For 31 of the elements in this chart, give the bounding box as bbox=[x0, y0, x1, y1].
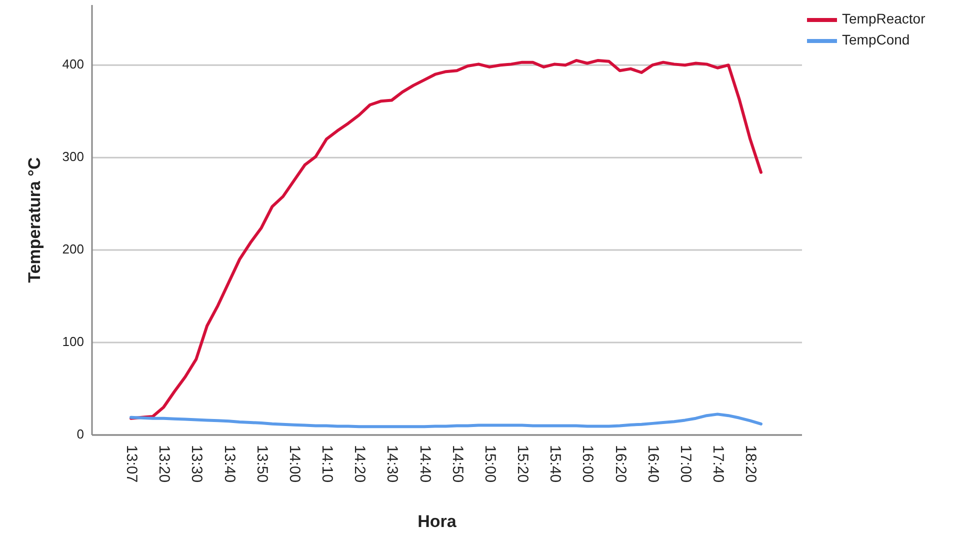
x-tick-label: 13:50 bbox=[253, 445, 270, 483]
x-tick-label: 14:40 bbox=[416, 445, 434, 483]
x-tick-label: 14:20 bbox=[351, 445, 368, 483]
x-tick-label: 18:20 bbox=[742, 445, 760, 483]
x-tick-label: 15:40 bbox=[546, 445, 564, 483]
x-axis-title: Hora bbox=[418, 512, 457, 531]
y-axis-title: Temperatura °C bbox=[25, 157, 44, 283]
line-series bbox=[130, 412, 762, 428]
x-tick-label: 14:50 bbox=[448, 445, 466, 483]
y-tick-label: 200 bbox=[62, 241, 84, 256]
x-tick-label: 17:40 bbox=[710, 445, 727, 483]
x-tick-label: 13:40 bbox=[220, 445, 238, 483]
x-tick-label: 13:30 bbox=[188, 445, 206, 483]
y-tick-label: 100 bbox=[62, 334, 84, 349]
x-tick-label: 13:07 bbox=[123, 445, 140, 483]
x-tick-label: 14:00 bbox=[286, 445, 303, 483]
x-tick-label: 16:00 bbox=[579, 445, 596, 483]
x-tick-label: 13:20 bbox=[156, 445, 173, 483]
y-tick-label: 400 bbox=[62, 56, 84, 72]
x-tick-label: 14:10 bbox=[318, 445, 336, 483]
x-tick-label: 15:20 bbox=[514, 445, 532, 483]
x-tick-label: 15:00 bbox=[481, 445, 498, 483]
y-tick-label: 0 bbox=[76, 426, 84, 442]
y-tick-label: 300 bbox=[62, 149, 84, 164]
x-tick-label: 16:20 bbox=[612, 445, 629, 483]
x-tick-label: 16:40 bbox=[644, 445, 662, 483]
x-tick-label: 14:30 bbox=[384, 445, 401, 483]
legend-label: TempReactor bbox=[842, 10, 926, 27]
legend-label: TempCond bbox=[842, 32, 910, 48]
line-series bbox=[130, 58, 762, 420]
x-tick-label: 17:00 bbox=[676, 445, 694, 483]
